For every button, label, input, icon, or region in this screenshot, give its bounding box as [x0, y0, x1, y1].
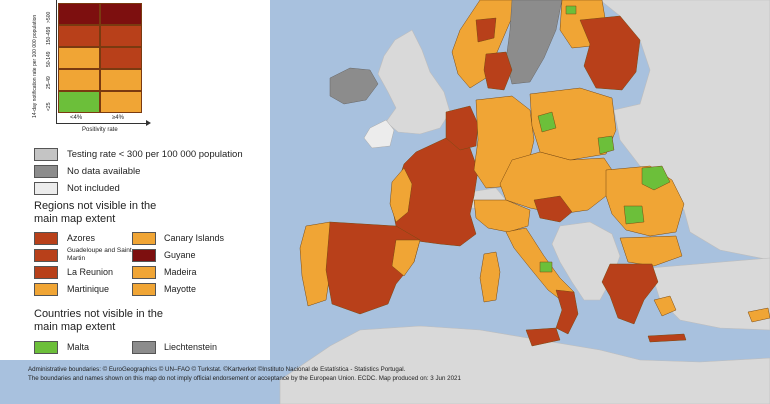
ireland-land [363, 119, 395, 149]
madeira-swatch [132, 266, 156, 279]
testing-rate-label: Testing rate < 300 per 100 000 populatio… [67, 149, 243, 160]
crete-region [647, 333, 687, 343]
liechtenstein-swatch [132, 341, 156, 354]
greece-islands-region [653, 295, 677, 317]
malta-swatch [34, 341, 58, 354]
matrix-cell [58, 69, 100, 91]
no-data-label: No data available [67, 166, 141, 177]
countries-title: Countries not visible in the main map ex… [34, 308, 164, 333]
bulgaria-region [619, 235, 683, 267]
mayotte-swatch [132, 283, 156, 296]
central-region [499, 151, 617, 215]
spain-east-region [391, 239, 421, 277]
matrix-row-label: >500 [46, 11, 52, 23]
la-reunion-label: La Reunion [67, 267, 114, 277]
norway-south-region [475, 17, 497, 43]
guadeloupe-label: Guadeloupe and Saint Martin [67, 247, 132, 262]
other-land [279, 0, 770, 404]
testing-rate-swatch [34, 148, 58, 161]
matrix-row-label: 150-499 [46, 26, 52, 45]
iceland-no-data [329, 67, 379, 105]
matrix-y-axis-arrow [56, 0, 57, 123]
greece-region [601, 263, 659, 325]
sardinia-region [479, 251, 501, 303]
matrix-col-label-low: <4% [70, 115, 83, 121]
benelux-region [445, 105, 479, 151]
finland-green-region [565, 5, 577, 15]
regions-title: Regions not visible in the main map exte… [34, 200, 157, 225]
matrix-row-label: 25-49 [46, 76, 52, 89]
mayotte-label: Mayotte [164, 284, 197, 294]
matrix-cell [58, 25, 100, 47]
matrix-cell [58, 91, 100, 113]
matrix-cell [100, 25, 142, 47]
footer-disclaimer: The boundaries and names shown on this m… [28, 375, 461, 382]
sweden-no-data [505, 0, 563, 85]
sicily-region [525, 327, 561, 347]
poland-green-west [537, 111, 557, 133]
italy-north-region [473, 199, 531, 233]
romania-green-region [641, 165, 671, 191]
martinique-label: Martinique [67, 284, 110, 294]
baltics-region [579, 15, 641, 91]
france-west-region [389, 167, 413, 223]
canary-islands-swatch [132, 232, 156, 245]
italy-green-region [539, 261, 553, 273]
guyane-label: Guyane [164, 250, 196, 260]
east-land [599, 0, 770, 261]
croatia-region [533, 195, 573, 223]
footer-attribution: Administrative boundaries: © EuroGeograp… [28, 366, 406, 373]
la-reunion-swatch [34, 266, 58, 279]
not-included-label: Not included [67, 183, 120, 194]
martinique-swatch [34, 283, 58, 296]
not-included-swatch [34, 182, 58, 195]
matrix-col-label-high: ≥4% [112, 115, 124, 121]
legend-panel: 14-day notification rate per 100 000 pop… [0, 0, 270, 360]
matrix-cell [100, 69, 142, 91]
denmark-region [483, 51, 513, 91]
matrix-cell [58, 3, 100, 25]
italy-south-region [555, 289, 579, 335]
poland-region [529, 87, 617, 161]
canary-islands-label: Canary Islands [164, 233, 225, 243]
liechtenstein-label: Liechtenstein [164, 342, 218, 352]
azores-label: Azores [67, 233, 96, 243]
matrix-cell [58, 47, 100, 69]
matrix-cell [100, 47, 142, 69]
guadeloupe-swatch [34, 249, 58, 262]
matrix-row-label: 50-149 [46, 51, 52, 67]
matrix-cell [100, 91, 142, 113]
malta-label: Malta [67, 342, 90, 352]
north-africa-land [279, 325, 770, 404]
madeira-label: Madeira [164, 267, 197, 277]
guyane-swatch [132, 249, 156, 262]
matrix-cell [100, 3, 142, 25]
matrix-x-axis-arrow [56, 123, 148, 124]
cyprus-region [747, 307, 770, 323]
matrix-x-axis-label: Positivity rate [82, 127, 118, 133]
poland-green-east [597, 135, 615, 155]
azores-swatch [34, 232, 58, 245]
matrix-y-axis-label: 14-day notification rate per 100 000 pop… [32, 14, 38, 118]
uk-land [377, 29, 451, 135]
no-data-swatch [34, 165, 58, 178]
bulgaria-green-region [623, 205, 645, 225]
matrix-row-label: <25 [46, 102, 52, 111]
matrix-x-arrowhead [146, 120, 151, 126]
